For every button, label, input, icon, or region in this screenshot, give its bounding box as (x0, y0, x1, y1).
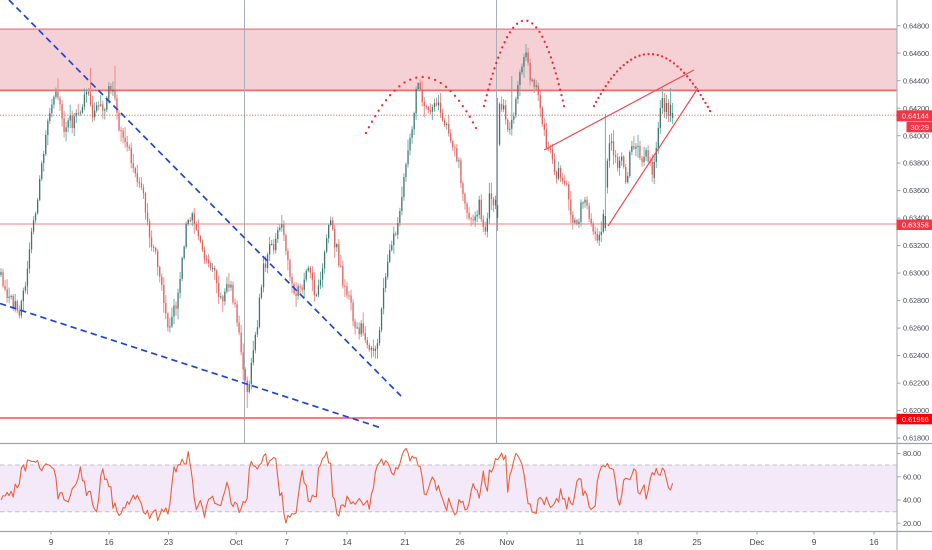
svg-text:9: 9 (812, 537, 817, 547)
svg-text:25: 25 (692, 537, 702, 547)
svg-text:30:29: 30:29 (911, 123, 930, 132)
svg-text:18: 18 (633, 537, 643, 547)
svg-text:16: 16 (869, 537, 879, 547)
svg-text:20.00: 20.00 (903, 519, 921, 528)
svg-text:0.64000: 0.64000 (903, 131, 929, 140)
svg-text:0.62000: 0.62000 (903, 406, 929, 415)
svg-text:0.63400: 0.63400 (903, 214, 929, 223)
svg-text:0.64400: 0.64400 (903, 76, 929, 85)
svg-text:0.62200: 0.62200 (903, 379, 929, 388)
svg-text:11: 11 (576, 537, 585, 547)
svg-text:40.00: 40.00 (903, 496, 921, 505)
svg-text:80.00: 80.00 (903, 449, 921, 458)
svg-text:Dec: Dec (750, 537, 765, 547)
svg-text:0.63358: 0.63358 (902, 221, 929, 230)
svg-text:Nov: Nov (500, 537, 516, 547)
svg-text:9: 9 (49, 537, 54, 547)
svg-text:21: 21 (400, 537, 410, 547)
svg-text:23: 23 (164, 537, 174, 547)
svg-text:0.63200: 0.63200 (903, 241, 929, 250)
svg-text:0.64800: 0.64800 (903, 21, 929, 30)
svg-text:16: 16 (104, 537, 114, 547)
svg-text:14: 14 (342, 537, 352, 547)
svg-text:0.62600: 0.62600 (903, 324, 929, 333)
svg-text:0.63800: 0.63800 (903, 159, 929, 168)
svg-text:60.00: 60.00 (903, 472, 921, 481)
svg-text:0.64144: 0.64144 (902, 112, 929, 121)
svg-text:0.63000: 0.63000 (903, 269, 929, 278)
svg-text:Oct: Oct (230, 537, 244, 547)
svg-text:0.62400: 0.62400 (903, 351, 929, 360)
svg-text:26: 26 (455, 537, 465, 547)
svg-text:0.64200: 0.64200 (903, 104, 929, 113)
svg-text:7: 7 (284, 537, 289, 547)
svg-text:0.61956: 0.61956 (902, 415, 929, 424)
svg-text:0.63600: 0.63600 (903, 186, 929, 195)
svg-text:0.61800: 0.61800 (903, 434, 929, 443)
svg-text:0.62800: 0.62800 (903, 296, 929, 305)
svg-text:0.64600: 0.64600 (903, 49, 929, 58)
